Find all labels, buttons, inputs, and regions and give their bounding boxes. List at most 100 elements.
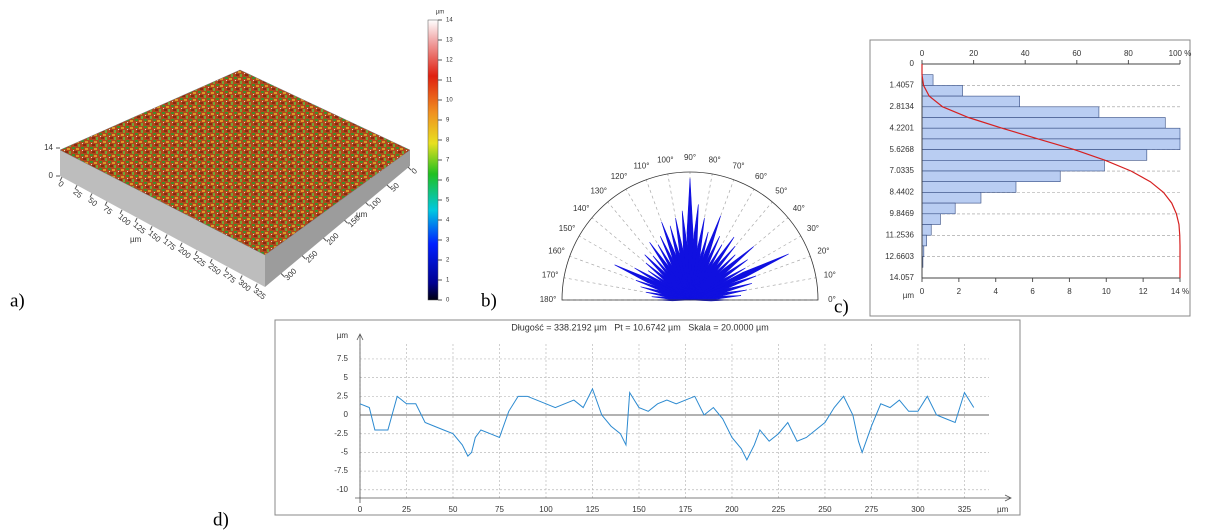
- angle-tick-label: 80°: [709, 155, 721, 164]
- x-tick-label: 8: [1067, 287, 1072, 296]
- colorbar-tick-label: 3: [446, 238, 450, 244]
- x-tick: [164, 234, 168, 239]
- y-tick-label: 0: [410, 166, 420, 176]
- x-tick: [209, 258, 213, 264]
- x-tick-label: 50: [86, 196, 99, 209]
- colorbar-tick-label: 10: [446, 98, 453, 104]
- y-tick-label: 9.8469: [890, 209, 915, 218]
- colorbar-tick-label: 0: [446, 298, 450, 304]
- colorbar-tick-label: 11: [446, 78, 453, 84]
- y-tick-label: 5: [344, 373, 349, 382]
- y-tick-label: 2.5: [337, 391, 349, 400]
- bar: [921, 160, 1105, 172]
- y-tick-label: 5.6268: [890, 145, 915, 154]
- bar: [921, 224, 932, 236]
- y-tick-label: -10: [336, 485, 348, 494]
- y-tick-label: 12.6603: [885, 252, 914, 261]
- bar: [921, 170, 1061, 183]
- x-tick-label: 12: [1139, 287, 1148, 296]
- x-tick-label: 125: [586, 505, 600, 514]
- bar: [921, 181, 1017, 193]
- x-tick: [104, 201, 108, 206]
- x-tick: [134, 217, 138, 223]
- x-tick-label: 50: [449, 505, 458, 514]
- x-tick: [179, 242, 183, 247]
- x-tick-label: 250: [818, 505, 832, 514]
- x-axis-title: µm: [997, 505, 1009, 514]
- colorbar-unit: µm: [436, 10, 444, 16]
- colorbar-tick-label: 9: [446, 118, 450, 124]
- y-tick: [301, 255, 306, 260]
- surface-side: [60, 150, 265, 287]
- colorbar: [427, 19, 439, 301]
- bar: [921, 213, 941, 225]
- cumulative-curve: [921, 64, 1181, 278]
- angle-tick-label: 90°: [684, 153, 696, 162]
- bar: [921, 117, 1166, 129]
- x-tick-label: 0: [56, 179, 66, 189]
- colorbar-tick-label: 7: [446, 158, 450, 164]
- y-axis-title: µm: [903, 291, 915, 300]
- x-tick-label: 150: [146, 229, 162, 245]
- x-tick-label: 100: [539, 505, 553, 514]
- colorbar-tick-label: 12: [446, 58, 453, 64]
- z-tick-label: 0: [49, 171, 54, 180]
- y-tick: [386, 184, 391, 189]
- angle-tick-label: 30°: [807, 224, 819, 233]
- bar: [921, 127, 1181, 140]
- x-tick-label: 325: [958, 505, 972, 514]
- x-tick-label: 125: [131, 220, 147, 236]
- y-tick-label: 8.4402: [890, 188, 915, 197]
- y-tick-label: -5: [341, 448, 349, 457]
- x-tick-label: 75: [495, 505, 504, 514]
- y-tick-label: 11.2536: [886, 230, 915, 239]
- angle-tick-label: 0°: [828, 295, 836, 304]
- profile-line: [359, 387, 975, 462]
- y-axis-title: µm: [356, 210, 368, 219]
- colorbar-tick-label: 4: [446, 218, 450, 224]
- colorbar-tick-label: 1: [446, 278, 450, 284]
- surface-top: [59, 69, 411, 256]
- x-tick-label: 10: [1102, 287, 1111, 296]
- x-tick-label: 225: [191, 253, 207, 269]
- y-tick: [344, 219, 348, 224]
- y-tick: [280, 273, 285, 277]
- x-tick-label: 14 %: [1171, 287, 1189, 296]
- y-tick-label: 1.4057: [890, 81, 915, 90]
- x-tick: [119, 209, 123, 215]
- x-axis-title: µm: [130, 235, 142, 244]
- panel-label: d): [213, 509, 229, 530]
- x-tick: [74, 184, 78, 190]
- y-tick-label: 0: [910, 59, 915, 68]
- chart-title: Długość = 338.2192 µm Pt = 10.6742 µm Sk…: [511, 322, 768, 332]
- angle-tick-label: 60°: [755, 172, 767, 181]
- angle-tick-label: 150°: [559, 224, 576, 233]
- x2-tick-label: 80: [1124, 49, 1133, 58]
- angle-tick-label: 160°: [548, 247, 565, 256]
- x-tick: [239, 275, 243, 280]
- angle-tick-label: 130°: [590, 186, 607, 195]
- angle-tick-label: 40°: [793, 204, 805, 213]
- x-tick-label: 0: [358, 505, 363, 514]
- angle-tick-label: 140°: [573, 204, 590, 213]
- x-tick-label: 225: [772, 505, 786, 514]
- x-tick-label: 75: [101, 204, 114, 217]
- axis-line: [355, 333, 1012, 503]
- x-tick: [254, 283, 258, 288]
- surface-3d: [59, 69, 411, 287]
- bar: [921, 234, 927, 247]
- x-tick-label: 4: [993, 287, 998, 296]
- panel-label: b): [481, 290, 497, 311]
- angle-tick-label: 100°: [657, 155, 674, 164]
- x-tick-label: 275: [865, 505, 879, 514]
- x-tick-label: 275: [222, 270, 238, 286]
- y-tick-label: 2.8134: [890, 102, 915, 111]
- bar: [921, 138, 1181, 150]
- x2-tick-label: 0: [920, 49, 925, 58]
- x2-tick-label: 40: [1021, 49, 1030, 58]
- x-tick-label: 25: [71, 187, 84, 200]
- bar: [921, 202, 956, 215]
- x-tick-label: 25: [402, 505, 411, 514]
- x-tick: [149, 226, 153, 231]
- y-tick-label: 14.057: [890, 273, 915, 282]
